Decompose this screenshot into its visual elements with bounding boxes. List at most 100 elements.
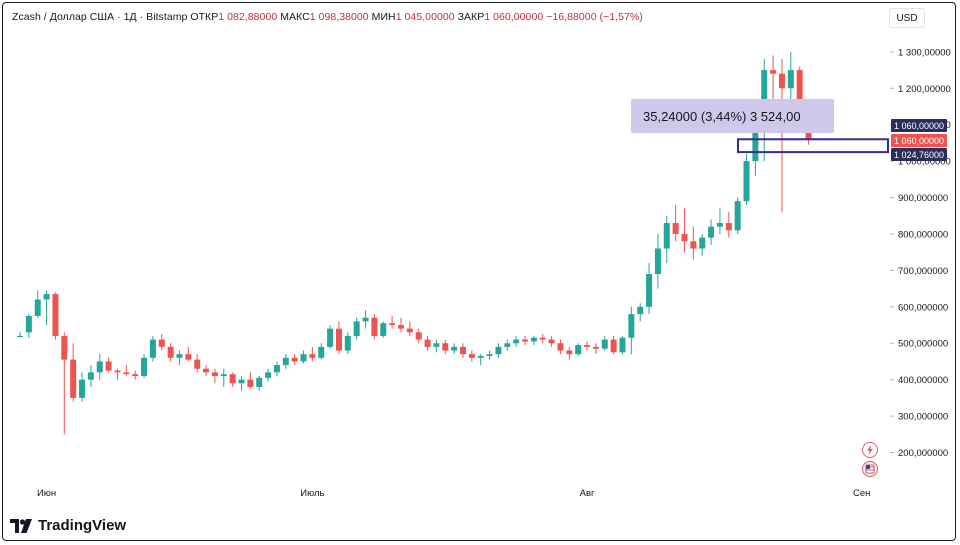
candle-up	[654, 248, 661, 275]
candle-up	[433, 343, 440, 347]
price-axis-label-bg	[891, 148, 947, 161]
y-tick-label: 600,000000	[898, 302, 948, 313]
y-tick-label: 1 200,00000	[898, 84, 951, 95]
candle-up	[87, 372, 94, 380]
candle-down	[610, 339, 617, 353]
candle-down	[592, 346, 599, 349]
y-tick-label: 1 000,00000	[898, 157, 951, 168]
candle-up	[699, 237, 706, 249]
price-axis-label-bg	[891, 119, 947, 132]
candle-down	[406, 328, 413, 333]
symbol-header: Zcash / Доллар США · 1Д · Bitstamp ОТКР1…	[12, 11, 643, 23]
candle-up	[34, 299, 41, 316]
candle-down	[566, 350, 573, 355]
candle-down	[557, 343, 564, 351]
candle-up	[601, 339, 608, 349]
candle-up	[486, 354, 493, 356]
candle-down	[158, 339, 165, 347]
y-tick-label: 500,000000	[898, 339, 948, 350]
measure-label: 35,24000 (3,44%) 3 524,00	[643, 109, 801, 124]
y-tick-label: 200,000000	[898, 448, 948, 459]
candle-down	[114, 370, 121, 373]
candle-up	[256, 377, 263, 387]
price-axis-label-bg	[891, 134, 947, 147]
candle-up	[344, 335, 351, 351]
tradingview-logo[interactable]: TradingView	[10, 517, 126, 534]
candle-down	[725, 223, 732, 231]
candle-up	[663, 223, 670, 249]
y-tick-label: 300,000000	[898, 412, 948, 423]
candle-down	[539, 337, 546, 340]
candle-up	[149, 339, 156, 358]
high-label: МАКС	[280, 11, 310, 23]
candle-down	[247, 379, 254, 387]
candle-down	[468, 354, 475, 358]
candle-up	[637, 306, 644, 315]
candle-up	[477, 355, 484, 358]
x-tick-label: Июль	[300, 488, 324, 499]
candle-down	[61, 335, 68, 360]
candle-down	[203, 368, 210, 373]
candle-down	[681, 233, 688, 242]
candle-down	[52, 294, 59, 336]
candle-down	[185, 354, 192, 360]
candle-down	[70, 359, 77, 398]
candle-down	[584, 345, 591, 347]
candle-down	[309, 354, 316, 358]
candle-up	[96, 361, 103, 373]
candle-up	[353, 321, 360, 336]
candle-up	[575, 345, 582, 355]
candle-down	[229, 374, 236, 384]
candle-up	[513, 339, 520, 344]
candle-up	[362, 317, 369, 322]
candle-up	[628, 314, 635, 338]
candle-up	[43, 294, 50, 300]
tradingview-wordmark: TradingView	[38, 517, 127, 534]
candle-up	[265, 372, 272, 378]
candle-up	[25, 315, 32, 333]
candle-down	[805, 130, 812, 140]
candle-down	[389, 323, 396, 326]
candle-up	[787, 70, 794, 89]
candle-down	[291, 357, 298, 362]
candle-up	[273, 365, 280, 373]
x-tick-label: Авг	[580, 488, 595, 499]
y-tick-label: 900,000000	[898, 193, 948, 204]
candle-up	[504, 343, 511, 347]
candle-down	[415, 332, 422, 340]
open-value: 1 082,88000	[218, 11, 278, 23]
candle-up	[716, 223, 723, 227]
price-axis-label: 1 060,00000	[894, 121, 944, 131]
candle-up	[327, 328, 334, 347]
candle-down	[460, 346, 466, 355]
candle-down	[211, 372, 218, 377]
candle-up	[79, 379, 86, 398]
candle-down	[442, 343, 449, 351]
measure-label-box	[631, 99, 834, 133]
price-axis-label: 1 060,00000	[894, 136, 944, 146]
high-value: 1 098,38000	[309, 11, 369, 23]
currency-button[interactable]: USD	[889, 8, 925, 28]
y-tick-label: 800,000000	[898, 229, 948, 240]
lightning-icon[interactable]	[862, 442, 878, 458]
candle-down	[371, 317, 378, 336]
candle-down	[424, 339, 431, 347]
candle-up	[318, 346, 325, 358]
price-axis-label: 1 024,76000	[894, 150, 944, 160]
candle-up	[238, 379, 245, 384]
candle-up	[495, 346, 502, 355]
flag-icon[interactable]	[862, 461, 878, 477]
low-value: 1 045,00000	[395, 11, 455, 23]
close-value: 1 060,00000	[484, 11, 544, 23]
candle-down	[194, 359, 201, 369]
candle-up	[380, 323, 387, 336]
candle-up	[300, 354, 307, 362]
symbol-title[interactable]: Zcash / Доллар США · 1Д · Bitstamp	[12, 11, 188, 23]
candle-down	[335, 328, 342, 351]
candle-up	[220, 374, 227, 377]
candle-down	[522, 339, 529, 342]
candle-up	[176, 354, 183, 358]
candle-up	[451, 346, 458, 351]
x-tick-label: Сен	[853, 488, 870, 499]
